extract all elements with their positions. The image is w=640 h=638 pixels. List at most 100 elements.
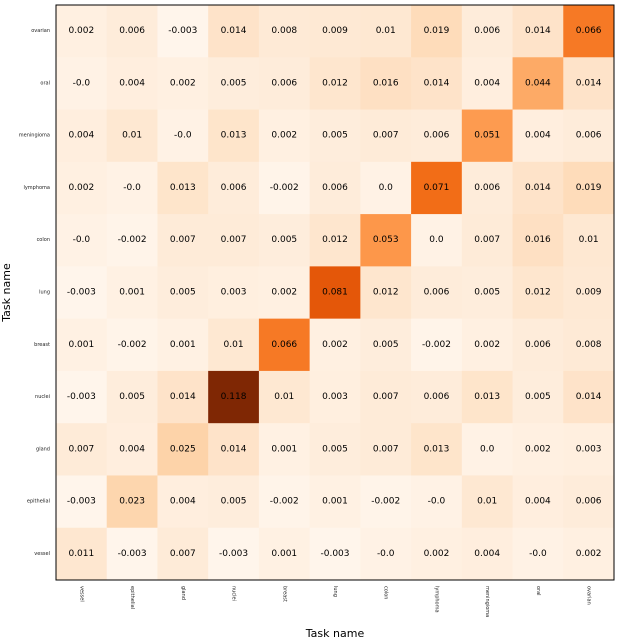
heatmap-cell bbox=[563, 475, 615, 529]
heatmap-cell bbox=[106, 423, 158, 476]
cell-value-label: 0.006 bbox=[424, 131, 450, 141]
heatmap-cell bbox=[360, 527, 412, 581]
heatmap-cell bbox=[360, 423, 412, 476]
heatmap-cell bbox=[309, 57, 361, 111]
heatmap-cell bbox=[461, 370, 514, 424]
cell-value-label: 0.007 bbox=[221, 235, 247, 245]
heatmap-cell bbox=[258, 161, 311, 215]
heatmap-cell bbox=[157, 161, 209, 215]
heatmap-cell bbox=[411, 370, 463, 424]
y-tick-label: nuclei bbox=[35, 394, 50, 400]
cell-value-label: 0.019 bbox=[576, 183, 602, 193]
cell-value-label: -0.002 bbox=[270, 497, 299, 507]
heatmap-cell bbox=[563, 214, 615, 267]
heatmap-cell bbox=[563, 57, 615, 111]
cell-value-label: 0.004 bbox=[119, 444, 145, 454]
cell-value-label: 0.053 bbox=[373, 235, 399, 245]
heatmap-cell bbox=[411, 109, 463, 163]
heatmap-cell bbox=[309, 266, 361, 320]
cell-value-label: -0.0 bbox=[73, 235, 91, 245]
cell-value-label: 0.071 bbox=[424, 183, 450, 193]
heatmap-cell bbox=[208, 370, 260, 424]
cell-value-label: -0.002 bbox=[371, 497, 400, 507]
cell-value-label: 0.006 bbox=[576, 131, 602, 141]
cell-value-label: 0.014 bbox=[424, 78, 450, 88]
heatmap-cell bbox=[461, 423, 514, 476]
heatmap-cell bbox=[157, 266, 209, 320]
x-tick-label: breast bbox=[281, 586, 287, 602]
heatmap-cell bbox=[208, 161, 260, 215]
heatmap-cell bbox=[157, 527, 209, 581]
y-tick-label: colon bbox=[37, 237, 50, 243]
cell-value-label: 0.0 bbox=[429, 235, 444, 245]
cell-value-label: 0.006 bbox=[221, 183, 247, 193]
cell-value-label: 0.005 bbox=[525, 392, 551, 402]
cell-value-label: 0.014 bbox=[576, 392, 602, 402]
heatmap-cell bbox=[56, 318, 108, 372]
cell-value-label: 0.001 bbox=[68, 340, 94, 350]
cell-value-label: 0.006 bbox=[271, 78, 297, 88]
heatmap-cell bbox=[208, 475, 260, 529]
heatmap-cell bbox=[56, 370, 108, 424]
cell-value-label: 0.009 bbox=[576, 288, 602, 298]
heatmap-cell bbox=[56, 161, 108, 215]
cell-value-label: 0.005 bbox=[221, 78, 247, 88]
y-tick-label: lymphoma bbox=[23, 185, 50, 191]
heatmap-cell bbox=[309, 423, 361, 476]
cell-value-label: 0.013 bbox=[424, 444, 450, 454]
cell-value-label: 0.002 bbox=[68, 26, 94, 36]
cell-value-label: 0.005 bbox=[322, 444, 348, 454]
heatmap-cell bbox=[360, 5, 412, 58]
x-tick-label: meningioma bbox=[484, 586, 490, 617]
y-tick-label: lung bbox=[39, 290, 50, 296]
cell-value-label: 0.004 bbox=[170, 497, 196, 507]
cell-value-label: 0.013 bbox=[170, 183, 196, 193]
cell-value-label: 0.013 bbox=[221, 131, 247, 141]
heatmap-cell bbox=[563, 527, 615, 581]
cell-value-label: 0.002 bbox=[271, 131, 297, 141]
cell-value-label: 0.013 bbox=[474, 392, 500, 402]
y-tick-label: epithelial bbox=[27, 499, 50, 505]
cell-value-label: 0.007 bbox=[373, 131, 399, 141]
heatmap-cell bbox=[309, 318, 361, 372]
cell-value-label: 0.004 bbox=[474, 549, 500, 559]
cell-value-label: -0.002 bbox=[270, 183, 299, 193]
heatmap-cell bbox=[360, 318, 412, 372]
y-tick-label: breast bbox=[34, 342, 50, 348]
heatmap-cell bbox=[258, 318, 311, 372]
heatmap-cell bbox=[512, 370, 564, 424]
heatmap-cell bbox=[563, 161, 615, 215]
cell-value-label: 0.011 bbox=[68, 549, 94, 559]
cell-value-label: 0.005 bbox=[119, 392, 145, 402]
heatmap-cell bbox=[563, 5, 615, 58]
cell-value-label: -0.002 bbox=[422, 340, 451, 350]
heatmap-cell bbox=[360, 475, 412, 529]
cell-value-label: 0.006 bbox=[322, 183, 348, 193]
cell-value-label: 0.002 bbox=[68, 183, 94, 193]
y-axis-label: Task name bbox=[0, 263, 13, 323]
heatmap-cell bbox=[157, 475, 209, 529]
x-tick-label: vessel bbox=[78, 586, 84, 602]
heatmap-cell bbox=[563, 318, 615, 372]
x-tick-label: nuclei bbox=[231, 586, 237, 601]
x-tick-label: colon bbox=[383, 586, 389, 599]
cell-value-label: 0.005 bbox=[170, 288, 196, 298]
heatmap-cell bbox=[563, 423, 615, 476]
cell-value-label: 0.004 bbox=[525, 497, 551, 507]
heatmap-cell bbox=[208, 527, 260, 581]
heatmap-cell bbox=[411, 5, 463, 58]
cell-value-label: 0.01 bbox=[477, 497, 497, 507]
heatmap-cell bbox=[208, 57, 260, 111]
heatmap-cell bbox=[106, 109, 158, 163]
heatmap-cell bbox=[512, 109, 564, 163]
cell-value-label: 0.004 bbox=[525, 131, 551, 141]
heatmap-cells: 0.002 0.006 -0.003 0.014 0.008 0.009 0.01 0.019… bbox=[56, 5, 615, 581]
heatmap-cell bbox=[512, 161, 564, 215]
heatmap-cell bbox=[208, 423, 260, 476]
heatmap-cell bbox=[106, 161, 158, 215]
heatmap-cell bbox=[563, 109, 615, 163]
cell-value-label: 0.002 bbox=[576, 549, 602, 559]
heatmap-cell bbox=[360, 214, 412, 267]
y-tick-label: vessel bbox=[34, 551, 50, 557]
heatmap-cell bbox=[461, 318, 514, 372]
